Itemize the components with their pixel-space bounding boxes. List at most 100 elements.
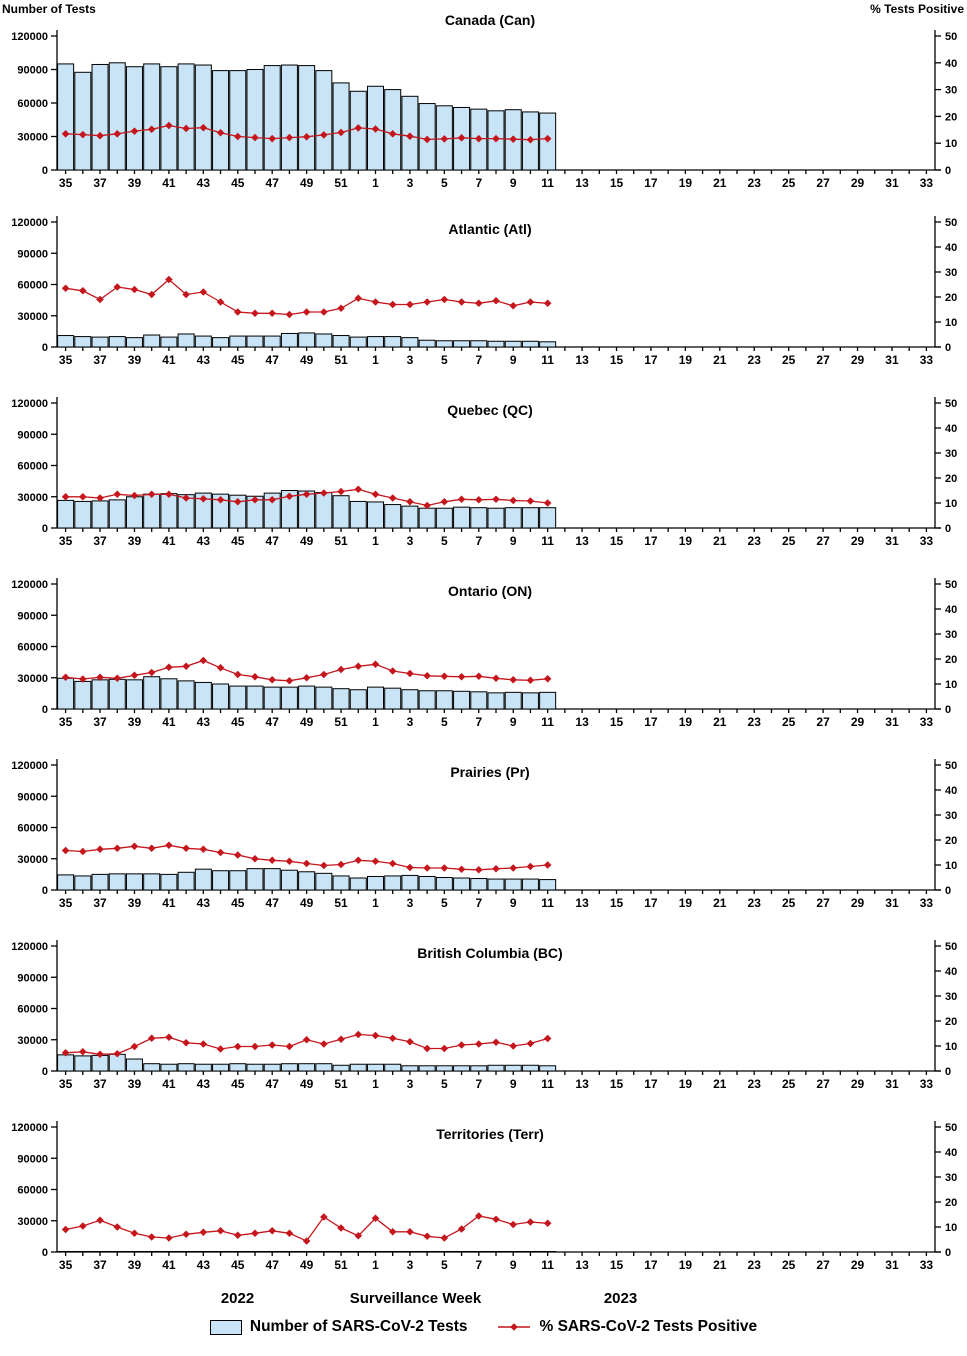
svg-text:23: 23: [748, 896, 762, 910]
ontario-tests-chart: Ontario (ON) 0 30000 60000 90000 120000 0 10 20 3…: [11, 578, 957, 729]
svg-text:5: 5: [441, 1077, 448, 1091]
svg-text:60000: 60000: [17, 823, 48, 835]
svg-text:25: 25: [782, 1258, 796, 1272]
svg-text:37: 37: [93, 715, 107, 729]
svg-text:39: 39: [128, 896, 142, 910]
svg-text:41: 41: [162, 534, 176, 548]
svg-text:11: 11: [541, 353, 554, 367]
svg-text:49: 49: [300, 1258, 314, 1272]
svg-text:13: 13: [575, 176, 589, 190]
svg-text:37: 37: [93, 1258, 107, 1272]
svg-text:Quebec (QC): Quebec (QC): [447, 402, 533, 418]
svg-text:90000: 90000: [17, 791, 48, 803]
svg-text:31: 31: [885, 534, 899, 548]
svg-text:30000: 30000: [17, 673, 48, 685]
svg-text:19: 19: [679, 534, 693, 548]
svg-text:90000: 90000: [17, 610, 48, 622]
svg-text:50: 50: [945, 760, 957, 772]
svg-text:43: 43: [197, 896, 211, 910]
svg-text:21: 21: [713, 534, 727, 548]
svg-text:120000: 120000: [11, 398, 48, 410]
svg-text:47: 47: [266, 1077, 280, 1091]
svg-text:45: 45: [231, 176, 245, 190]
svg-text:27: 27: [816, 896, 830, 910]
svg-text:37: 37: [93, 176, 107, 190]
svg-text:47: 47: [266, 1258, 280, 1272]
svg-text:23: 23: [748, 353, 762, 367]
svg-text:43: 43: [197, 176, 211, 190]
tests-legend-label: Number of SARS-CoV-2 Tests: [249, 1318, 468, 1335]
svg-text:21: 21: [713, 715, 727, 729]
svg-text:1: 1: [372, 176, 379, 190]
svg-text:45: 45: [231, 1258, 245, 1272]
svg-text:60000: 60000: [17, 98, 48, 110]
svg-text:Atlantic (Atl): Atlantic (Atl): [448, 221, 531, 237]
svg-text:1: 1: [372, 353, 379, 367]
svg-text:27: 27: [816, 1258, 830, 1272]
svg-text:10: 10: [945, 498, 957, 510]
svg-text:43: 43: [197, 715, 211, 729]
svg-text:39: 39: [128, 715, 142, 729]
svg-text:35: 35: [59, 1077, 73, 1091]
svg-text:7: 7: [475, 534, 482, 548]
svg-text:30000: 30000: [17, 854, 48, 866]
figure-footer: 2022 Surveillance Week 2023 Number of SA…: [0, 1282, 967, 1356]
svg-text:60000: 60000: [17, 280, 48, 292]
svg-text:120000: 120000: [11, 217, 48, 229]
svg-text:31: 31: [885, 896, 899, 910]
svg-text:1: 1: [372, 1258, 379, 1272]
svg-text:3: 3: [407, 534, 414, 548]
svg-text:15: 15: [610, 534, 624, 548]
svg-text:Territories (Terr): Territories (Terr): [436, 1126, 544, 1142]
year-label-2023: 2023: [603, 1290, 638, 1307]
svg-text:0: 0: [42, 885, 48, 897]
svg-text:3: 3: [407, 176, 414, 190]
svg-text:5: 5: [441, 534, 448, 548]
svg-text:17: 17: [644, 1077, 658, 1091]
svg-text:20: 20: [945, 1016, 957, 1028]
svg-text:27: 27: [816, 715, 830, 729]
svg-text:23: 23: [748, 1077, 762, 1091]
svg-text:30000: 30000: [17, 1216, 48, 1228]
svg-text:7: 7: [475, 1077, 482, 1091]
svg-text:47: 47: [266, 176, 280, 190]
svg-text:27: 27: [816, 353, 830, 367]
svg-text:51: 51: [334, 1077, 348, 1091]
svg-text:20: 20: [945, 473, 957, 485]
svg-text:British Columbia (BC): British Columbia (BC): [417, 945, 562, 961]
svg-text:49: 49: [300, 353, 314, 367]
svg-text:7: 7: [475, 1258, 482, 1272]
svg-text:41: 41: [162, 1258, 176, 1272]
svg-text:43: 43: [197, 1077, 211, 1091]
svg-text:50: 50: [945, 941, 957, 953]
svg-text:60000: 60000: [17, 1185, 48, 1197]
svg-text:19: 19: [679, 1258, 693, 1272]
svg-text:Canada (Can): Canada (Can): [445, 12, 535, 28]
svg-text:25: 25: [782, 715, 796, 729]
svg-text:0: 0: [945, 342, 951, 354]
svg-text:0: 0: [945, 885, 951, 897]
svg-text:27: 27: [816, 1077, 830, 1091]
svg-text:20: 20: [945, 835, 957, 847]
svg-text:20: 20: [945, 654, 957, 666]
svg-text:7: 7: [475, 353, 482, 367]
svg-text:30: 30: [945, 991, 957, 1003]
svg-text:Ontario (ON): Ontario (ON): [448, 583, 532, 599]
svg-text:33: 33: [920, 534, 934, 548]
svg-text:40: 40: [945, 58, 957, 70]
svg-text:20: 20: [945, 1197, 957, 1209]
svg-text:50: 50: [945, 31, 957, 43]
svg-text:45: 45: [231, 534, 245, 548]
svg-text:5: 5: [441, 715, 448, 729]
svg-text:39: 39: [128, 534, 142, 548]
svg-text:30000: 30000: [17, 1035, 48, 1047]
svg-text:90000: 90000: [17, 65, 48, 77]
svg-text:33: 33: [920, 1258, 934, 1272]
chart-legend: Number of SARS-CoV-2 Tests % SARS-CoV-2 …: [0, 1318, 967, 1336]
svg-text:41: 41: [162, 896, 176, 910]
svg-text:90000: 90000: [17, 972, 48, 984]
svg-text:50: 50: [945, 398, 957, 410]
svg-text:27: 27: [816, 176, 830, 190]
svg-text:29: 29: [851, 534, 865, 548]
svg-text:120000: 120000: [11, 31, 48, 43]
